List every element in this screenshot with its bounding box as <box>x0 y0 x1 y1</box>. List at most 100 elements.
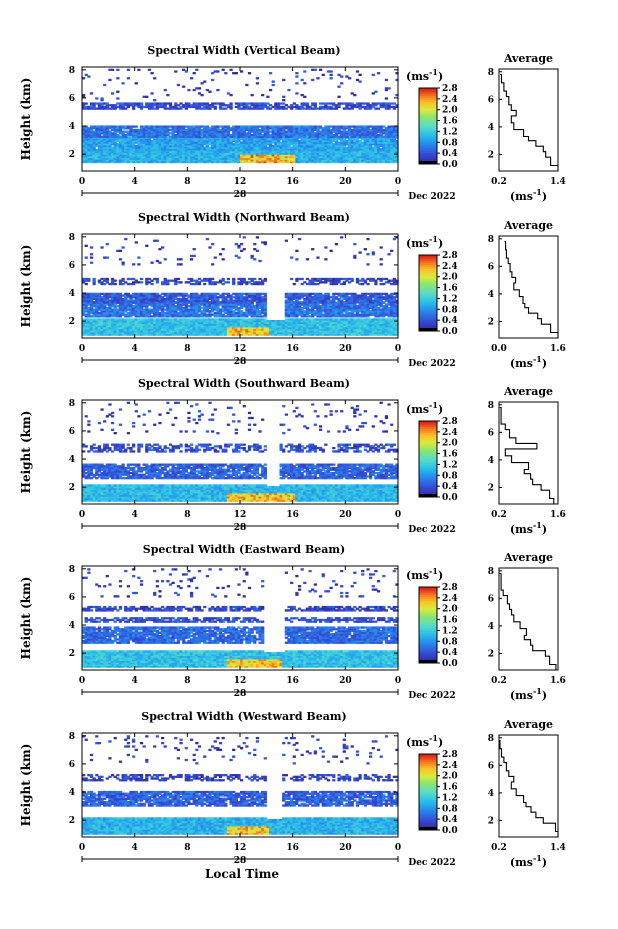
heatmap-cell <box>363 127 367 130</box>
heatmap-cell <box>342 130 346 133</box>
heatmap-cell <box>355 135 360 138</box>
heatmap-cell <box>240 141 244 144</box>
heatmap-cell <box>139 159 144 162</box>
heatmap-cell <box>326 155 331 159</box>
heatmap-cell <box>137 133 141 137</box>
heatmap-cell <box>132 157 136 160</box>
heatmap-cell <box>263 132 267 135</box>
heatmap-cell <box>250 141 254 144</box>
heatmap-cell <box>134 132 138 135</box>
heatmap-cell <box>279 146 283 149</box>
heatmap-cell <box>97 133 102 137</box>
heatmap-cell <box>216 139 220 143</box>
heatmap-cell <box>116 125 120 128</box>
heatmap-cell <box>187 144 191 148</box>
heatmap-cell <box>345 152 349 155</box>
heatmap-cell <box>255 130 260 133</box>
heatmap-cell <box>155 152 159 155</box>
heatmap-cell <box>87 130 91 133</box>
heatmap-cell <box>89 127 94 130</box>
heatmap-cell <box>311 133 315 137</box>
heatmap-cell <box>92 127 96 130</box>
heatmap-cell <box>390 138 394 141</box>
heatmap-cell <box>103 143 107 146</box>
heatmap-cell <box>82 138 86 141</box>
heatmap-cell <box>390 143 394 146</box>
heatmap-cell <box>174 154 178 157</box>
heatmap-cell <box>263 159 267 162</box>
heatmap-cell <box>226 150 231 154</box>
heatmap-cell <box>369 148 373 151</box>
heatmap-cell <box>255 154 260 157</box>
heatmap-cell <box>110 132 115 135</box>
heatmap-cell <box>263 127 267 130</box>
heatmap-cell <box>87 152 91 155</box>
heatmap-cell <box>371 157 375 160</box>
heatmap-cell <box>247 130 252 133</box>
heatmap-cell <box>211 139 215 143</box>
heatmap-cell <box>292 150 296 154</box>
heatmap-cell <box>105 135 109 138</box>
heatmap-cell <box>229 148 233 151</box>
heatmap-cell <box>366 139 370 143</box>
heatmap-cell <box>287 160 291 164</box>
heatmap-cell <box>258 128 262 132</box>
heatmap-cell <box>358 148 362 151</box>
heatmap-cell <box>205 127 209 130</box>
heatmap-cell <box>258 141 262 144</box>
heatmap-cell <box>245 127 249 130</box>
heatmap-cell <box>89 143 94 146</box>
heatmap-cell <box>237 127 241 130</box>
heatmap-cell <box>192 130 196 133</box>
heatmap-cell <box>308 144 312 148</box>
heatmap-cell <box>332 160 336 164</box>
heatmap-cell <box>308 152 312 155</box>
heatmap-cell <box>87 146 91 149</box>
heatmap-cell <box>300 144 304 148</box>
heatmap-cell <box>245 148 249 151</box>
heatmap-cell <box>189 159 194 162</box>
heatmap-cell <box>105 138 109 141</box>
heatmap-cell <box>150 141 154 144</box>
heatmap-cell <box>121 157 125 160</box>
heatmap-cell <box>395 154 399 157</box>
heatmap-cell <box>263 160 267 164</box>
heatmap-cell <box>371 141 375 144</box>
heatmap-cell <box>92 155 96 159</box>
heatmap-cell <box>313 159 317 162</box>
heatmap-cell <box>192 143 196 146</box>
heatmap-cell <box>282 141 286 144</box>
heatmap-cell <box>116 159 120 162</box>
heatmap-cell <box>84 138 88 141</box>
heatmap-cell <box>189 154 194 157</box>
heatmap-cell <box>340 152 344 155</box>
heatmap-cell <box>105 143 109 146</box>
heatmap-cell <box>392 132 396 135</box>
heatmap-cell <box>340 157 344 160</box>
heatmap-cell <box>129 159 133 162</box>
heatmap-cell <box>176 159 181 162</box>
heatmap-cell <box>161 128 165 132</box>
heatmap-cell <box>305 159 310 162</box>
heatmap-cell <box>240 155 244 159</box>
heatmap-cell <box>271 144 275 148</box>
heatmap-cell <box>284 138 288 141</box>
heatmap-cell <box>129 154 133 157</box>
heatmap-cell <box>324 160 328 164</box>
heatmap-cell <box>287 154 291 157</box>
heatmap-cell <box>258 132 262 135</box>
heatmap-cell <box>163 127 167 130</box>
heatmap-cell <box>340 141 344 144</box>
heatmap-cell <box>100 149 104 152</box>
heatmap-cell <box>92 146 96 149</box>
heatmap-cell <box>184 155 188 159</box>
heatmap-cell <box>290 127 294 130</box>
heatmap-cell <box>216 133 220 137</box>
heatmap-cell <box>361 127 365 130</box>
heatmap-cell <box>311 146 315 149</box>
heatmap-cell <box>350 130 354 133</box>
heatmap-cell <box>379 155 383 159</box>
heatmap-cell <box>353 133 357 137</box>
heatmap-cell <box>105 102 109 105</box>
heatmap-cell <box>161 154 165 157</box>
